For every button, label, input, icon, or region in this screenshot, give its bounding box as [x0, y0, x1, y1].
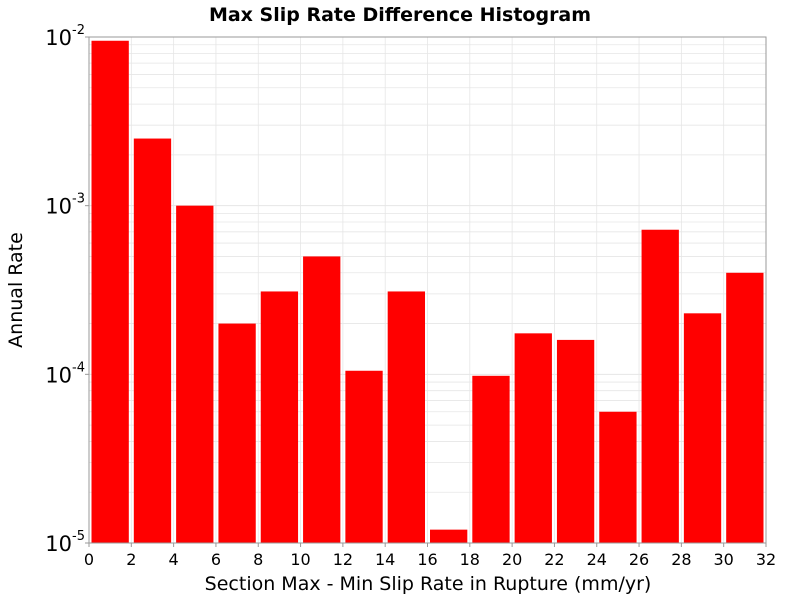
- y-tick-label: 10-4: [45, 360, 85, 387]
- histogram-bar: [345, 370, 383, 543]
- x-tick-label: 24: [587, 550, 607, 569]
- y-tick-label: 10-5: [45, 529, 85, 556]
- histogram-bar: [260, 291, 299, 543]
- x-tick-label: 2: [126, 550, 136, 569]
- histogram-bar: [514, 333, 552, 543]
- x-axis-label: Section Max - Min Slip Rate in Rupture (…: [205, 573, 652, 595]
- histogram-bar: [599, 411, 637, 543]
- histogram-bar: [218, 323, 256, 543]
- x-tick-label: 8: [253, 550, 263, 569]
- histogram-bar: [726, 272, 764, 543]
- x-tick-label: 14: [375, 550, 395, 569]
- y-axis-ticks: 10-2 10-3 10-4 10-5: [45, 23, 89, 556]
- histogram-bar: [303, 256, 341, 543]
- chart-title: Max Slip Rate Difference Histogram: [209, 4, 591, 26]
- x-tick-label: 10: [290, 550, 310, 569]
- x-tick-label: 26: [629, 550, 649, 569]
- histogram-bar: [641, 229, 679, 543]
- histogram-bar: [472, 375, 510, 543]
- histogram-bar: [176, 205, 214, 543]
- x-tick-label: 32: [756, 550, 776, 569]
- histogram-bar: [430, 529, 468, 543]
- histogram-bar: [387, 291, 425, 543]
- histogram-bar: [556, 339, 595, 543]
- x-tick-label: 6: [211, 550, 221, 569]
- x-tick-label: 0: [84, 550, 94, 569]
- x-tick-label: 30: [714, 550, 734, 569]
- y-tick-label: 10-2: [45, 23, 85, 50]
- x-tick-label: 28: [671, 550, 691, 569]
- y-axis-label: Annual Rate: [5, 232, 27, 348]
- x-tick-label: 16: [417, 550, 437, 569]
- y-tick-label: 10-3: [45, 192, 85, 219]
- x-tick-label: 18: [460, 550, 480, 569]
- x-tick-label: 12: [333, 550, 353, 569]
- bars: [91, 40, 764, 543]
- x-axis-ticks: 0 2 4 6 8 10 12 14 16 18 20 22 24 26 28 30 32: [84, 543, 776, 569]
- x-tick-label: 20: [502, 550, 522, 569]
- histogram-bar: [91, 40, 129, 543]
- x-tick-label: 22: [544, 550, 564, 569]
- x-tick-label: 4: [169, 550, 179, 569]
- histogram-bar: [683, 313, 722, 543]
- histogram-bar: [133, 138, 172, 543]
